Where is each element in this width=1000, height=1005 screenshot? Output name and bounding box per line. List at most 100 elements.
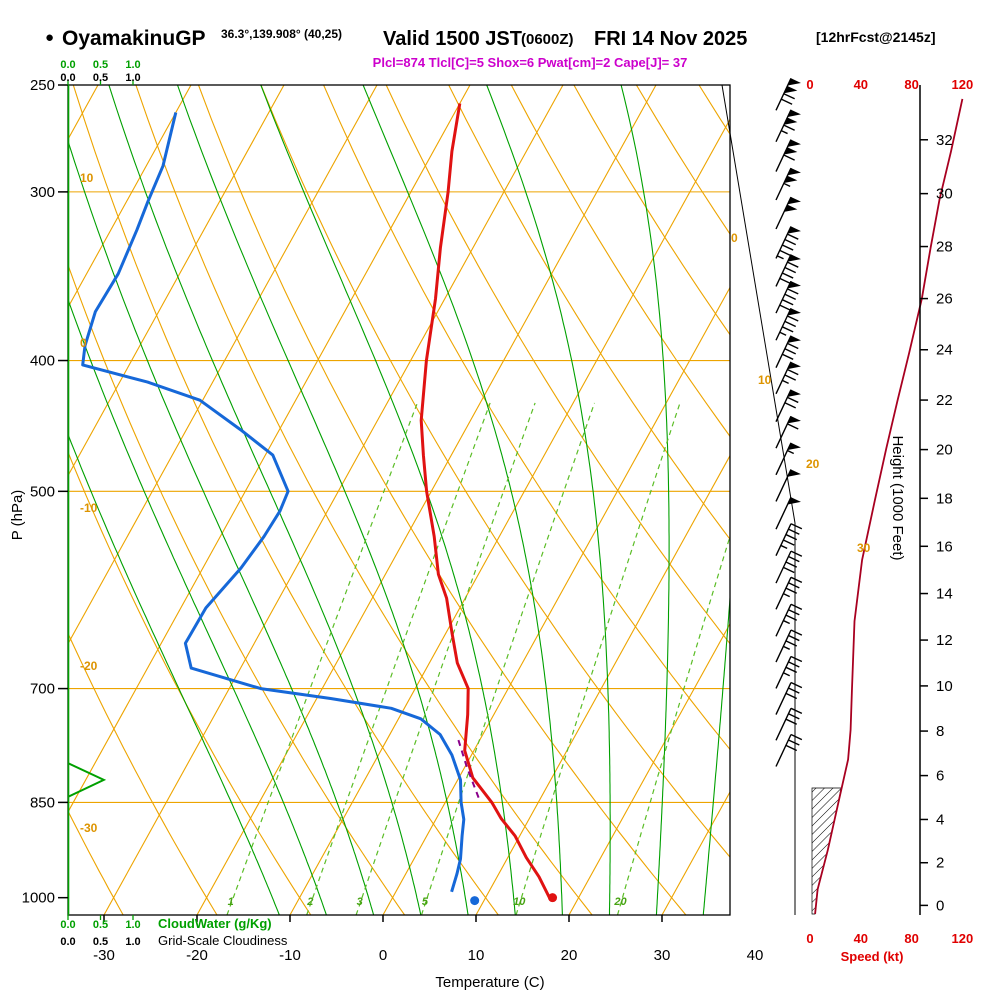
pressure-tick-label: 300 [30, 184, 55, 201]
title-bullet: ● [45, 29, 54, 46]
barb-pennant [787, 281, 801, 289]
barb-pennant [783, 175, 798, 183]
cloudwater-scale-bottom: 1.0 [125, 919, 140, 931]
barb-staff [775, 442, 792, 476]
barb-half [776, 255, 784, 260]
dry-adiabat-edge-label: -20 [80, 659, 98, 673]
barb-half [780, 544, 788, 550]
barb-full [788, 609, 800, 616]
wind-barbs [775, 78, 803, 767]
barb-full [788, 634, 800, 642]
pressure-tick-label: 500 [30, 483, 55, 500]
wind-barb [775, 280, 801, 314]
barb-staff [775, 196, 792, 230]
wind-barb [775, 335, 801, 368]
station-coords: 36.3°,139.908° (40,25) [221, 27, 342, 41]
barb-full [788, 661, 800, 668]
barb-pennant [787, 139, 801, 147]
background-grid [68, 85, 1000, 915]
barb-full [788, 528, 800, 535]
barb-full [784, 293, 797, 300]
wind-barb [775, 629, 803, 663]
barb-pennant [783, 147, 798, 155]
temperature-tick-label: 30 [654, 947, 671, 964]
isotherm-line [475, 454, 730, 915]
isotherm-line [68, 85, 471, 814]
barb-pennant [783, 86, 798, 94]
wind-barb [775, 226, 801, 260]
barb-staff [775, 280, 792, 314]
barb-full [782, 353, 794, 360]
dry-adiabat-line [385, 85, 730, 645]
dry-adiabat-line [824, 85, 1000, 915]
temperature-tick-label: 10 [468, 947, 485, 964]
speed-bottom-tick-label: 120 [952, 931, 974, 946]
barb-pennant [787, 416, 801, 424]
barb-full [787, 261, 799, 268]
barb-half [787, 449, 795, 455]
barb-pennant [787, 497, 801, 505]
cloudiness-scale-top: 0.5 [93, 72, 108, 84]
height-tick-label: 20 [936, 442, 953, 459]
speed-bottom-tick-label: 0 [806, 931, 813, 946]
barb-half [783, 672, 790, 677]
cloudwater-scale-bottom: 0.5 [93, 919, 108, 931]
moist-adiabat-line [486, 85, 611, 915]
moist-adiabat-line [68, 139, 375, 915]
isotherm-line [568, 622, 730, 915]
barb-full [783, 566, 795, 574]
moist-adiabat-line [108, 85, 422, 915]
height-tick-label: 14 [936, 586, 953, 603]
barb-full [783, 539, 795, 546]
pressure-tick-label: 250 [30, 77, 55, 94]
wind-barb [775, 196, 801, 230]
barb-full [779, 304, 791, 311]
wind-barb [775, 415, 801, 449]
mixing-ratio-line [420, 402, 596, 915]
wind-barb [775, 109, 801, 143]
height-tick-label: 10 [936, 678, 953, 695]
barb-staff [775, 496, 792, 530]
barb-pennant [787, 308, 801, 316]
height-tick-label: 26 [936, 291, 953, 308]
height-tick-label: 0 [936, 897, 944, 914]
barb-pennant [783, 204, 798, 212]
moist-adiabat-line [362, 85, 563, 915]
mixing-ratio-label: 3 [357, 896, 363, 908]
pressure-tick-label: 850 [30, 794, 55, 811]
surface-dewpoint-dot [470, 896, 480, 906]
mixing-ratio-label: 1 [228, 896, 234, 908]
isotherm-edge-label: 0 [731, 231, 738, 245]
mixing-ratio-line [616, 534, 730, 915]
isotherm-line [196, 85, 657, 915]
barb-full [784, 348, 797, 355]
wind-barb [775, 469, 801, 502]
wind-barb [775, 603, 803, 637]
cloudiness-scale-bottom: 0.0 [60, 936, 75, 948]
dry-adiabat-edge-label: 10 [80, 171, 94, 185]
wind-barb [775, 655, 803, 689]
right-slant-boundary [721, 84, 796, 524]
valid-date: FRI 14 Nov 2025 [594, 28, 747, 50]
barb-full [784, 402, 797, 409]
temperature-axis-title: Temperature (C) [435, 974, 544, 991]
isotherm-line [289, 118, 730, 915]
cloudiness-scale-bottom: 1.0 [125, 936, 140, 948]
barb-full [783, 154, 795, 161]
height-tick-label: 2 [936, 855, 944, 872]
moist-adiabat-line [702, 591, 730, 915]
plot-frame [67, 84, 921, 916]
pressure-tick-label: 700 [30, 681, 55, 698]
barb-full [782, 326, 794, 333]
barb-full [790, 707, 803, 715]
dry-adiabat-line [135, 85, 593, 915]
height-tick-label: 32 [936, 132, 953, 149]
wind-barb [775, 254, 801, 287]
barb-full [790, 681, 803, 689]
barb-full [788, 739, 800, 746]
speed-top-tick-label: 80 [904, 77, 918, 92]
barb-full [790, 603, 803, 610]
barb-staff [775, 415, 792, 449]
height-tick-label: 6 [936, 768, 944, 785]
